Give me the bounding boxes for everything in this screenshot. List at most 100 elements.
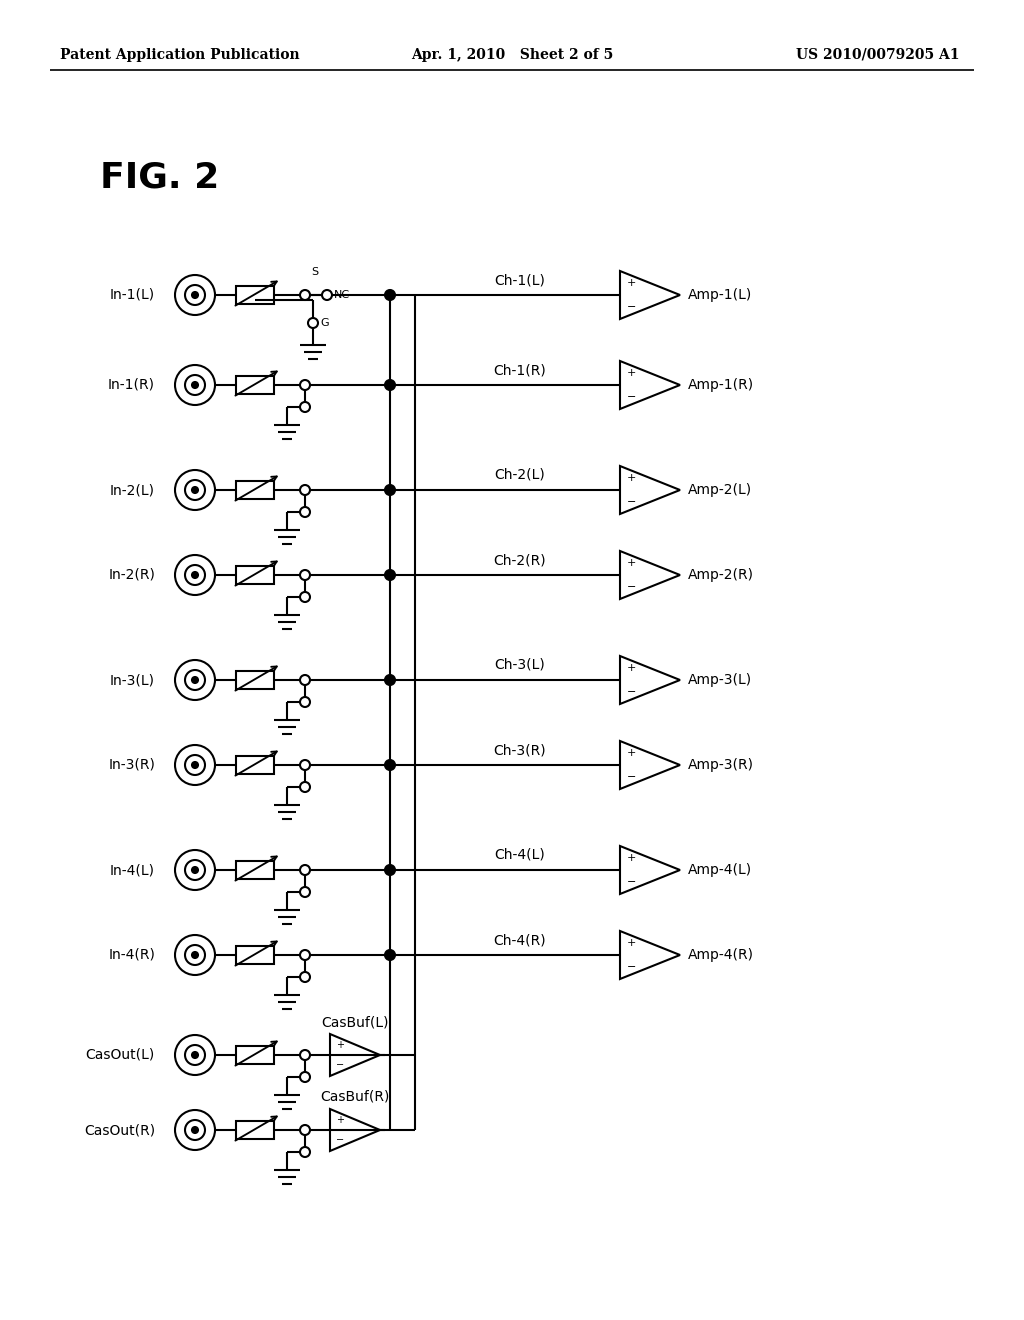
Circle shape: [185, 861, 205, 880]
Circle shape: [193, 487, 198, 492]
Circle shape: [300, 570, 310, 579]
Circle shape: [185, 671, 205, 690]
Circle shape: [385, 950, 395, 960]
Circle shape: [300, 887, 310, 898]
Circle shape: [300, 507, 310, 517]
Text: −: −: [627, 392, 636, 403]
Circle shape: [385, 760, 395, 770]
Circle shape: [385, 570, 395, 579]
Circle shape: [300, 1147, 310, 1158]
Text: +: +: [627, 748, 636, 758]
Circle shape: [322, 290, 332, 300]
Text: Amp-2(R): Amp-2(R): [688, 568, 754, 582]
Text: S: S: [311, 267, 318, 277]
Text: +: +: [336, 1115, 344, 1125]
Circle shape: [193, 1052, 198, 1059]
Circle shape: [175, 744, 215, 785]
Text: +: +: [627, 663, 636, 673]
Circle shape: [300, 1125, 310, 1135]
Text: US 2010/0079205 A1: US 2010/0079205 A1: [797, 48, 961, 62]
Text: Apr. 1, 2010   Sheet 2 of 5: Apr. 1, 2010 Sheet 2 of 5: [411, 48, 613, 62]
Text: −: −: [627, 772, 636, 781]
Circle shape: [193, 952, 198, 958]
Circle shape: [300, 697, 310, 708]
Circle shape: [300, 760, 310, 770]
Circle shape: [185, 480, 205, 500]
Circle shape: [385, 380, 395, 389]
Text: In-2(L): In-2(L): [110, 483, 155, 498]
Text: Amp-3(L): Amp-3(L): [688, 673, 752, 686]
Circle shape: [175, 1110, 215, 1150]
Text: −: −: [336, 1060, 344, 1071]
Circle shape: [185, 375, 205, 395]
Text: CasOut(R): CasOut(R): [84, 1123, 155, 1137]
Circle shape: [385, 484, 395, 495]
Circle shape: [385, 675, 395, 685]
Circle shape: [308, 318, 318, 327]
Circle shape: [300, 972, 310, 982]
Text: +: +: [627, 368, 636, 378]
Text: −: −: [627, 686, 636, 697]
Text: CasBuf(L): CasBuf(L): [322, 1015, 389, 1030]
Text: Ch-4(R): Ch-4(R): [494, 933, 547, 946]
Circle shape: [175, 660, 215, 700]
Text: Ch-4(L): Ch-4(L): [495, 847, 546, 862]
Text: +: +: [627, 853, 636, 863]
Text: Ch-1(L): Ch-1(L): [495, 273, 546, 286]
Circle shape: [185, 565, 205, 585]
Text: NC: NC: [334, 290, 350, 300]
Text: Ch-3(L): Ch-3(L): [495, 657, 546, 672]
Text: FIG. 2: FIG. 2: [100, 160, 219, 194]
Circle shape: [193, 292, 198, 298]
Circle shape: [193, 1127, 198, 1133]
Circle shape: [185, 1045, 205, 1065]
Circle shape: [300, 380, 310, 389]
Circle shape: [185, 755, 205, 775]
Circle shape: [300, 781, 310, 792]
Circle shape: [185, 1119, 205, 1140]
Text: Amp-3(R): Amp-3(R): [688, 758, 754, 772]
Circle shape: [300, 591, 310, 602]
Circle shape: [300, 1049, 310, 1060]
Text: −: −: [627, 962, 636, 972]
Circle shape: [193, 381, 198, 388]
Circle shape: [193, 762, 198, 768]
Text: In-1(R): In-1(R): [108, 378, 155, 392]
Text: +: +: [627, 279, 636, 288]
Circle shape: [175, 470, 215, 510]
Circle shape: [300, 484, 310, 495]
Circle shape: [185, 945, 205, 965]
Circle shape: [385, 865, 395, 875]
Text: In-4(L): In-4(L): [110, 863, 155, 876]
Text: In-4(R): In-4(R): [109, 948, 155, 962]
Circle shape: [300, 675, 310, 685]
Circle shape: [193, 677, 198, 682]
Text: G: G: [319, 318, 329, 327]
Text: −: −: [627, 302, 636, 312]
Text: +: +: [627, 558, 636, 568]
Circle shape: [185, 285, 205, 305]
Text: CasBuf(R): CasBuf(R): [321, 1090, 390, 1104]
Text: In-3(L): In-3(L): [110, 673, 155, 686]
Text: Ch-2(R): Ch-2(R): [494, 553, 547, 568]
Text: −: −: [627, 498, 636, 507]
Text: In-2(R): In-2(R): [109, 568, 155, 582]
Text: In-1(L): In-1(L): [110, 288, 155, 302]
Text: Amp-4(L): Amp-4(L): [688, 863, 752, 876]
Circle shape: [193, 867, 198, 873]
Text: In-3(R): In-3(R): [109, 758, 155, 772]
Text: +: +: [336, 1040, 344, 1049]
Circle shape: [300, 290, 310, 300]
Text: −: −: [627, 582, 636, 591]
Circle shape: [300, 950, 310, 960]
Circle shape: [385, 290, 395, 300]
Circle shape: [175, 850, 215, 890]
Text: Amp-1(R): Amp-1(R): [688, 378, 754, 392]
Text: Ch-2(L): Ch-2(L): [495, 469, 546, 482]
Circle shape: [175, 1035, 215, 1074]
Circle shape: [175, 935, 215, 975]
Text: +: +: [627, 473, 636, 483]
Circle shape: [300, 403, 310, 412]
Circle shape: [175, 275, 215, 315]
Text: −: −: [627, 876, 636, 887]
